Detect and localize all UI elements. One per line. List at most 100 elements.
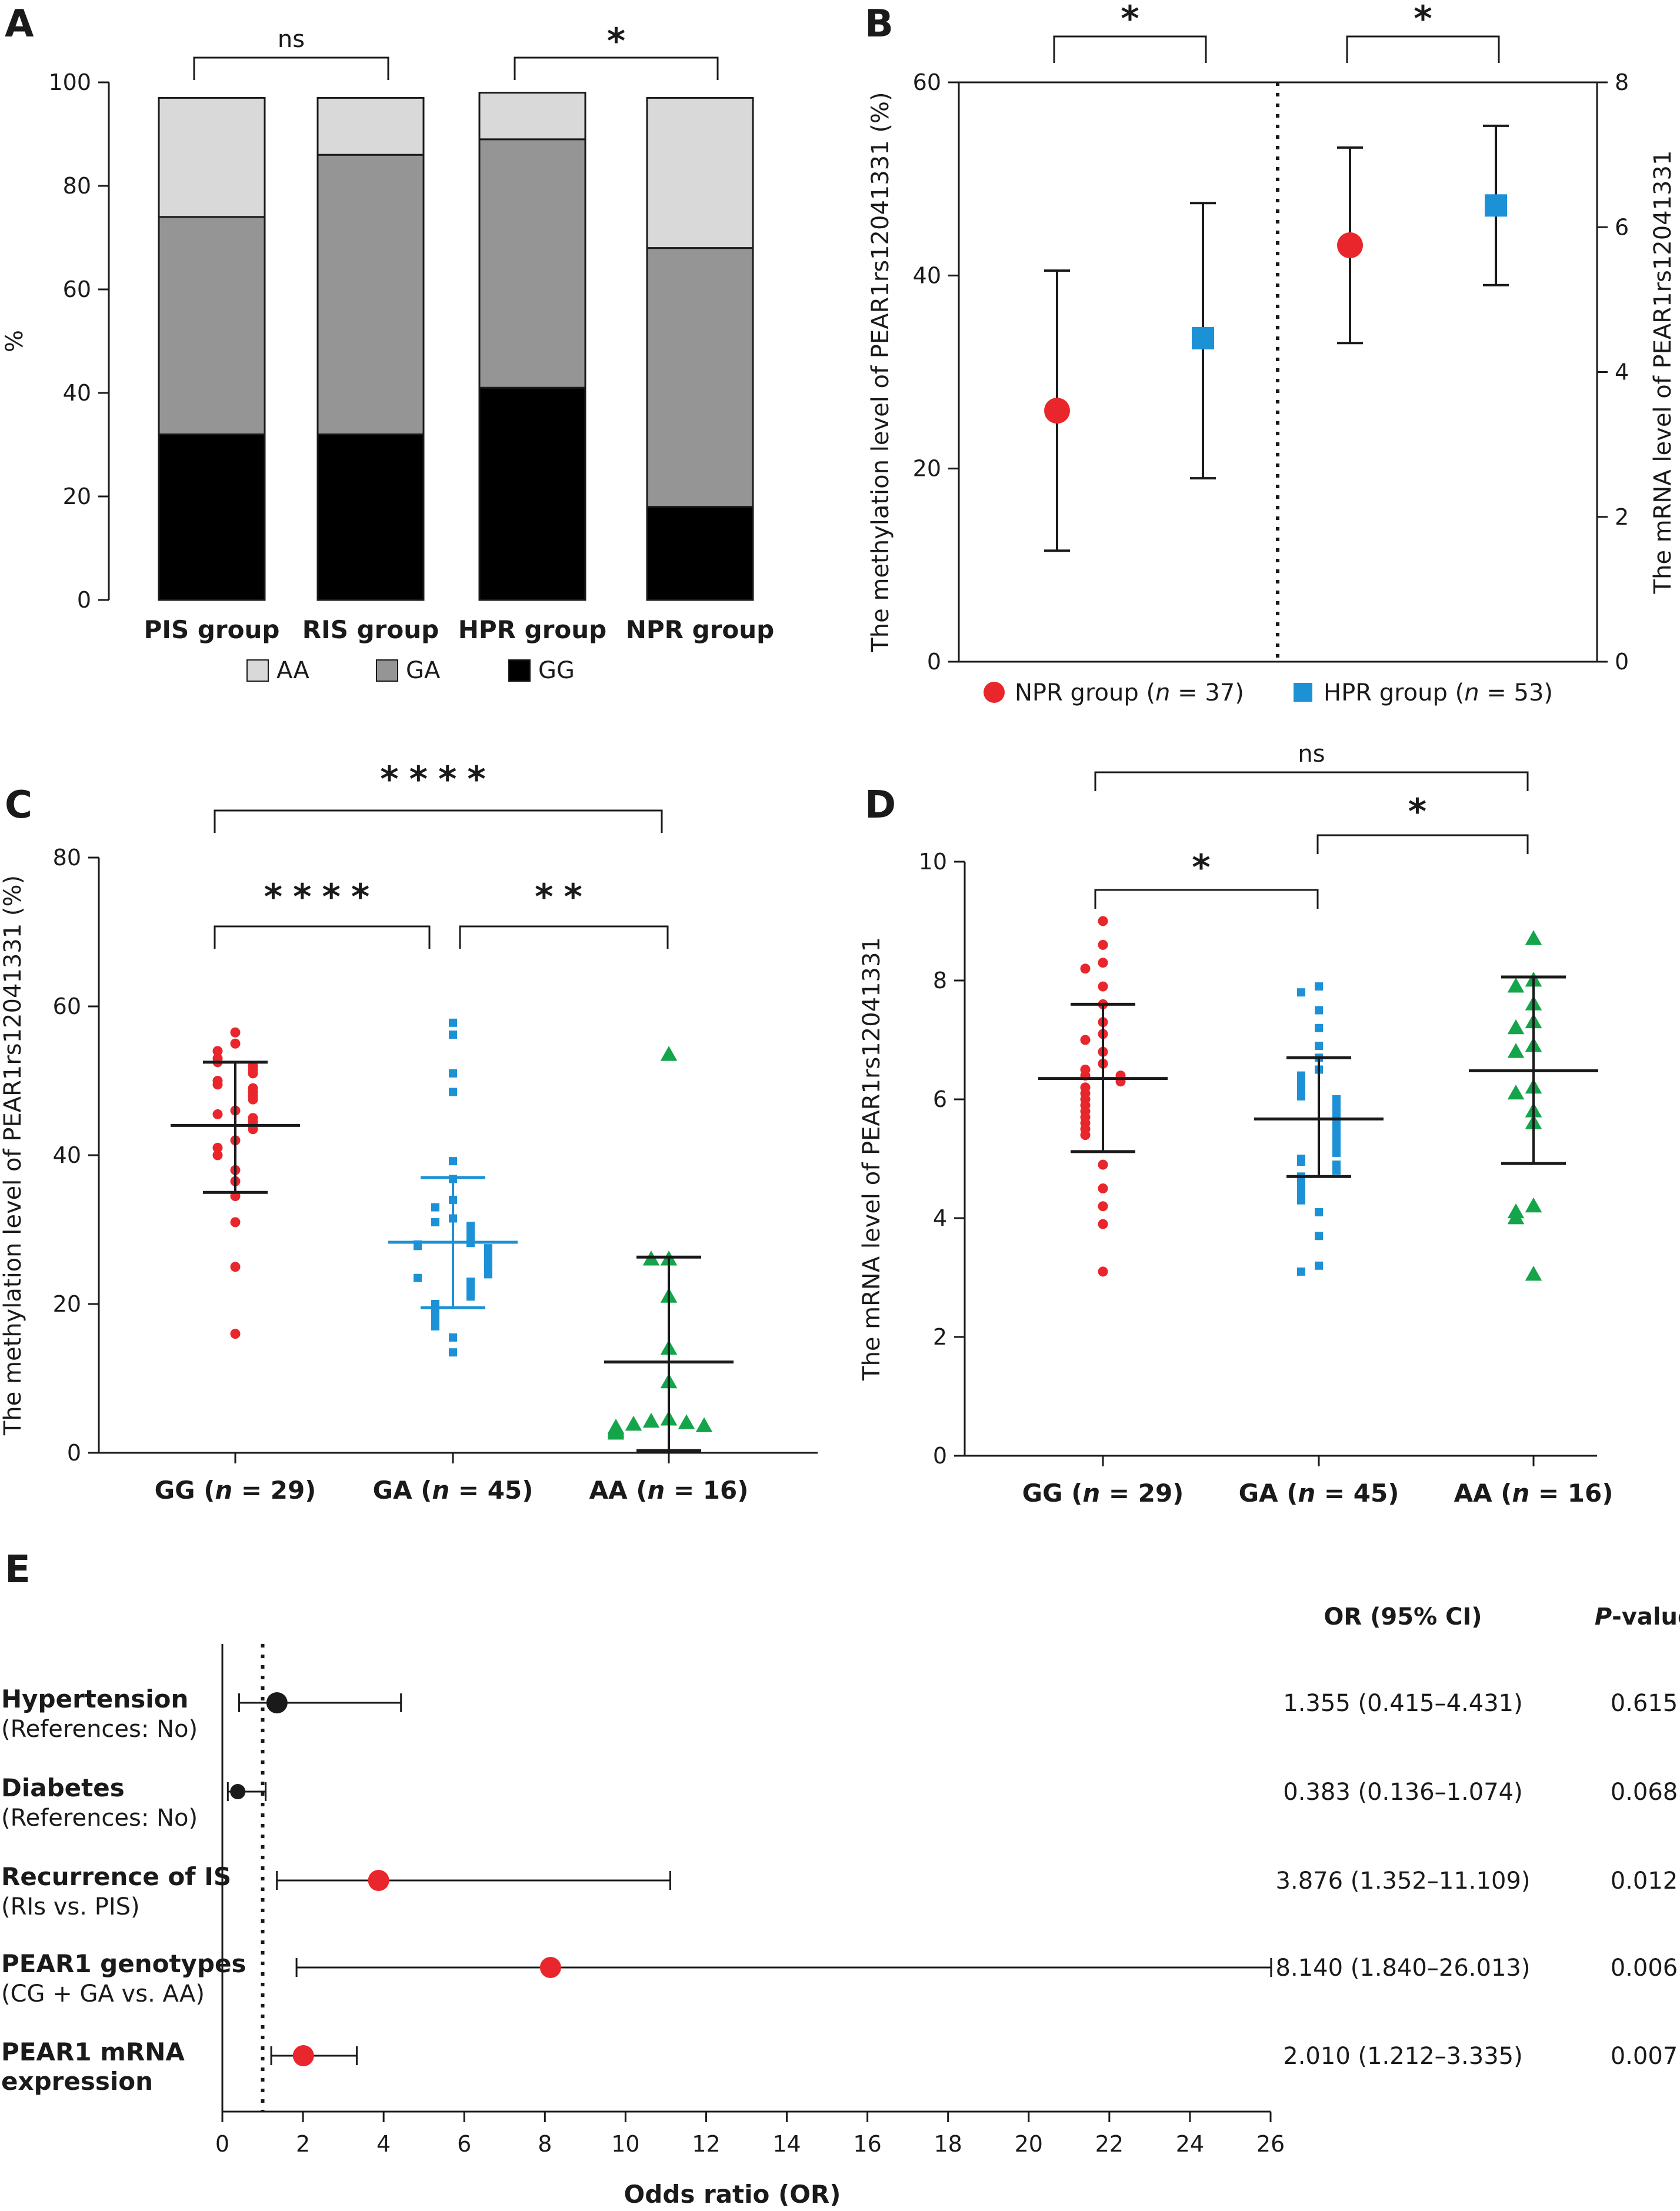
x-category-label-pre: GG ( — [1022, 1479, 1083, 1508]
p-value: 0.068 — [1611, 1779, 1678, 1806]
or-ci-value: 8.140 (1.840–26.013) — [1276, 1955, 1531, 1982]
x-category-label-post: = 45) — [449, 1476, 533, 1505]
y-tick-label: 8 — [933, 968, 947, 993]
data-point — [230, 1038, 241, 1049]
data-point — [1332, 1148, 1341, 1157]
y-tick-label-right: 0 — [1615, 649, 1629, 675]
data-point — [449, 1088, 457, 1096]
significance-bracket — [1094, 889, 1319, 909]
panel-letter-a: A — [5, 2, 34, 46]
legend-label-gg: GG — [538, 657, 575, 684]
data-point — [1507, 1209, 1525, 1225]
x-category-label: GA (n = 45) — [373, 1476, 534, 1505]
mean-marker-circle — [1337, 232, 1363, 259]
or-point — [266, 1692, 288, 1713]
x-tick-label: 6 — [457, 2131, 471, 2157]
data-point — [414, 1242, 422, 1250]
significance-label: **** — [380, 759, 496, 800]
data-point — [1507, 1043, 1525, 1058]
legend-swatch-aa — [246, 659, 269, 682]
bar-aa — [646, 96, 754, 249]
legend-label: NPR group (n = 37) — [1015, 679, 1244, 706]
x-category-label: HPR group — [458, 615, 607, 644]
y-tick-label-right: 4 — [1615, 359, 1629, 385]
y-tick-label: 4 — [933, 1205, 947, 1231]
data-point — [431, 1218, 439, 1226]
significance-label: * — [1121, 0, 1139, 39]
x-tick-label: 18 — [934, 2131, 962, 2157]
bar-ga — [316, 154, 425, 435]
significance-bracket — [1094, 771, 1529, 791]
x-category-label-post: = 16) — [665, 1476, 748, 1505]
data-point — [1525, 1197, 1542, 1213]
mean-marker-square — [1192, 327, 1214, 350]
bar-ga — [646, 247, 754, 508]
x-tick-label: 4 — [376, 2131, 391, 2157]
y-tick-label-left: 20 — [913, 456, 941, 482]
bar-aa — [478, 92, 586, 141]
x-tick-label: 22 — [1095, 2131, 1124, 2157]
panel-a: A 0 20 40 60 80 100% PIS group RIS group HPR grou… — [1, 2, 774, 684]
row-sublabel: (References: No) — [1, 1805, 198, 1832]
legend-label-n: n — [1464, 679, 1479, 706]
legend-label-pre: HPR group ( — [1324, 679, 1464, 706]
x-category-label: AA (n = 16) — [589, 1476, 749, 1505]
data-point — [212, 1142, 223, 1153]
data-point — [431, 1203, 439, 1212]
x-category-label-post: = 16) — [1529, 1479, 1613, 1508]
data-point — [1098, 1201, 1108, 1212]
bar-gg — [316, 433, 425, 601]
data-point — [1507, 1084, 1525, 1100]
bar-gg — [478, 386, 586, 601]
legend-label-ga: GA — [406, 657, 441, 684]
data-point — [431, 1300, 439, 1308]
x-category-label-pre: AA ( — [1454, 1479, 1512, 1508]
data-point — [1315, 1261, 1323, 1270]
x-category-label: AA (n = 16) — [1454, 1479, 1614, 1508]
data-point — [212, 1046, 223, 1056]
data-point — [212, 1109, 223, 1119]
legend-label-post: = 37) — [1170, 679, 1244, 706]
significance-bracket — [214, 809, 663, 833]
p-value: 0.012 — [1611, 1867, 1678, 1895]
legend-label-aa: AA — [276, 657, 309, 684]
x-category-label: GA (n = 45) — [1239, 1479, 1399, 1508]
y-tick-label: 2 — [933, 1324, 947, 1350]
data-point — [248, 1068, 258, 1079]
data-point — [431, 1315, 439, 1323]
y-axis-title-right: The mRNA level of PEAR1rs12041331 — [1649, 151, 1676, 595]
data-point — [449, 1348, 457, 1357]
data-point — [1332, 1166, 1341, 1175]
panel-d: D 0 2 4 6 8 10 The mRNA level of PEAR1rs1204133… — [858, 741, 1613, 1508]
or-point — [368, 1870, 389, 1891]
data-point — [1098, 958, 1108, 968]
row-sublabel: expression — [1, 2067, 153, 2096]
data-point — [414, 1273, 422, 1282]
significance-label: **** — [264, 876, 381, 918]
data-point — [695, 1417, 713, 1432]
data-point — [1297, 1158, 1305, 1166]
x-tick-label: 24 — [1176, 2131, 1204, 2157]
x-category-label-pre: GA ( — [373, 1476, 432, 1505]
data-point — [431, 1307, 439, 1316]
y-tick-label: 40 — [53, 1142, 81, 1168]
significance-bracket — [514, 56, 719, 80]
legend-marker-circle — [984, 682, 1005, 703]
x-category-label-pre: GG ( — [155, 1476, 215, 1505]
x-tick-label: 8 — [538, 2131, 552, 2157]
significance-bracket — [1316, 834, 1529, 854]
data-point — [1098, 981, 1108, 992]
legend-marker-square — [1294, 683, 1312, 702]
or-point — [539, 1957, 561, 1978]
data-point — [1098, 1183, 1108, 1193]
panel-letter-c: C — [5, 783, 32, 827]
y-tick-label: 60 — [63, 276, 91, 302]
data-point — [230, 1217, 241, 1228]
y-tick-label: 80 — [63, 173, 91, 199]
y-tick-label-left: 40 — [913, 262, 941, 288]
row-sublabel: (References: No) — [1, 1716, 198, 1743]
data-point — [230, 1027, 241, 1038]
bar-aa — [158, 96, 266, 218]
y-tick-label-right: 6 — [1615, 214, 1629, 240]
